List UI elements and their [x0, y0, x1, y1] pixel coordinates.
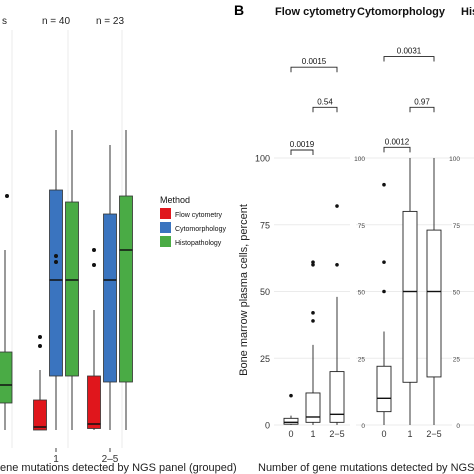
legend-swatch [160, 236, 171, 247]
panel-b-x-tick-label: 2−5 [426, 429, 441, 439]
legend-label: Cytomorphology [175, 226, 226, 233]
panel-b-x-tick-label: 0 [288, 429, 293, 439]
panel-b-outlier-point [311, 260, 315, 264]
legend-title: Method [160, 195, 190, 205]
panel-a-partial-outlier [5, 194, 9, 198]
panel-b-y-tick-label: 100 [255, 154, 270, 164]
panel-a-outlier-point [38, 344, 42, 348]
panel-b-outlier-point [335, 263, 339, 267]
n-label-2: n = 23 [96, 16, 125, 27]
panel-b-outlier-point [311, 319, 315, 323]
panel-b-p-value-label: 0.0031 [397, 47, 422, 56]
panel-b-inner-y-tick-label: 100 [449, 156, 460, 163]
panel-b-p-value-label: 0.97 [414, 97, 430, 106]
panel-b-outlier-point [382, 182, 386, 187]
panel-a-x-axis-label: ene mutations detected by NGS panel (gro… [0, 462, 237, 474]
panel-b-x-axis-label: Number of gene mutations detected by NGS [258, 462, 474, 474]
panel-b-box [329, 371, 345, 423]
panel-a-box-cytomorphology [103, 213, 117, 383]
legend-label: Flow cytometry [175, 212, 223, 219]
panel-b-significance-bracket [312, 106, 338, 113]
panel-b-y-tick-label: 0 [265, 421, 270, 431]
panel-b-inner-y-tick-label: 50 [358, 290, 366, 297]
panel-b-x-tick-label: 0 [381, 429, 386, 439]
panel-a-partial-box [0, 351, 13, 404]
panel-b-inner-y-tick-label: 0 [361, 423, 365, 430]
panel-a-box-histopathology [65, 201, 79, 377]
panel-a: 1 2–5 Method Flow cytometry Cytomorphology Hi… [0, 30, 226, 465]
legend-swatch [160, 208, 171, 219]
panel-b-outlier-point [311, 263, 315, 267]
panel-b-box [376, 365, 392, 413]
panel-b-box [402, 210, 418, 383]
panel-a-box-flow-cytometry [33, 399, 47, 431]
panel-a-x-tick-label: 1 [53, 454, 59, 465]
panel-b-facet-title: Cytomorphology [357, 6, 446, 18]
panel-b-inner-y-tick-label: 100 [354, 156, 365, 163]
panel-b-outlier-point [311, 311, 315, 315]
panel-b-box [283, 417, 299, 425]
panel-b-p-value-label: 0.0015 [302, 57, 327, 66]
panel-b-p-value-label: 0.0019 [290, 140, 315, 149]
panel-b-facet-bg [458, 35, 474, 436]
panel-a-outlier-point [54, 254, 58, 258]
panel-b-significance-bracket [290, 66, 338, 73]
panel-b-facet-title: Histo [461, 6, 474, 18]
n-label-1: n = 40 [42, 16, 71, 27]
panel-b-inner-y-tick-label: 0 [456, 423, 460, 430]
panel-b-significance-bracket [409, 106, 435, 113]
panel-a-box-histopathology [119, 195, 133, 383]
panel-b-outlier-point [382, 260, 386, 264]
panel-b-x-tick-label: 1 [407, 429, 412, 439]
legend-label: Histopathology [175, 240, 222, 247]
panel-b-box [426, 229, 442, 378]
panel-b-inner-y-tick-label: 75 [358, 223, 366, 230]
panel-b-significance-bracket [290, 149, 314, 155]
panel-b-significance-bracket [383, 56, 435, 62]
panel-b-inner-y-tick-label: 50 [453, 290, 461, 297]
panel-a-outlier-point [38, 335, 42, 339]
panel-a-box-cytomorphology [49, 189, 63, 377]
panel-b-x-tick-label: 2−5 [329, 429, 344, 439]
panel-b-inner-y-tick-label: 25 [358, 356, 366, 363]
panel-a-x-tick-label: 2–5 [102, 454, 119, 465]
panel-a-outlier-point [92, 263, 96, 267]
panel-b-y-tick-label: 50 [260, 287, 270, 297]
panel-b-significance-bracket [383, 146, 411, 153]
panel-b-inner-y-tick-label: 75 [453, 223, 461, 230]
panel-b-box [305, 392, 321, 423]
panel-b-letter: B [234, 2, 244, 18]
panel-b-p-value-label: 0.54 [317, 97, 333, 106]
panel-b-y-tick-label: 25 [260, 354, 270, 364]
panel-a-outlier-point [54, 260, 58, 264]
legend-swatch [160, 222, 171, 233]
panel-a-cropped-label: s [2, 16, 7, 27]
panel-b-x-tick-label: 1 [310, 429, 315, 439]
panel-b-outlier-point [382, 289, 386, 294]
panel-b-y-tick-label: 75 [260, 220, 270, 230]
panel-b-p-value-label: 0.0012 [385, 137, 410, 146]
panel-b-inner-y-tick-label: 25 [453, 356, 461, 363]
panel-b-y-axis-label: Bone marrow plasma cells, percent [238, 204, 250, 376]
panel-b-facet-title: Flow cytometry [275, 6, 357, 18]
panel-a-box-flow-cytometry [87, 375, 101, 429]
panel-b-outlier-point [289, 393, 293, 398]
panel-a-outlier-point [92, 248, 96, 252]
panel-b-outlier-point [335, 204, 339, 208]
